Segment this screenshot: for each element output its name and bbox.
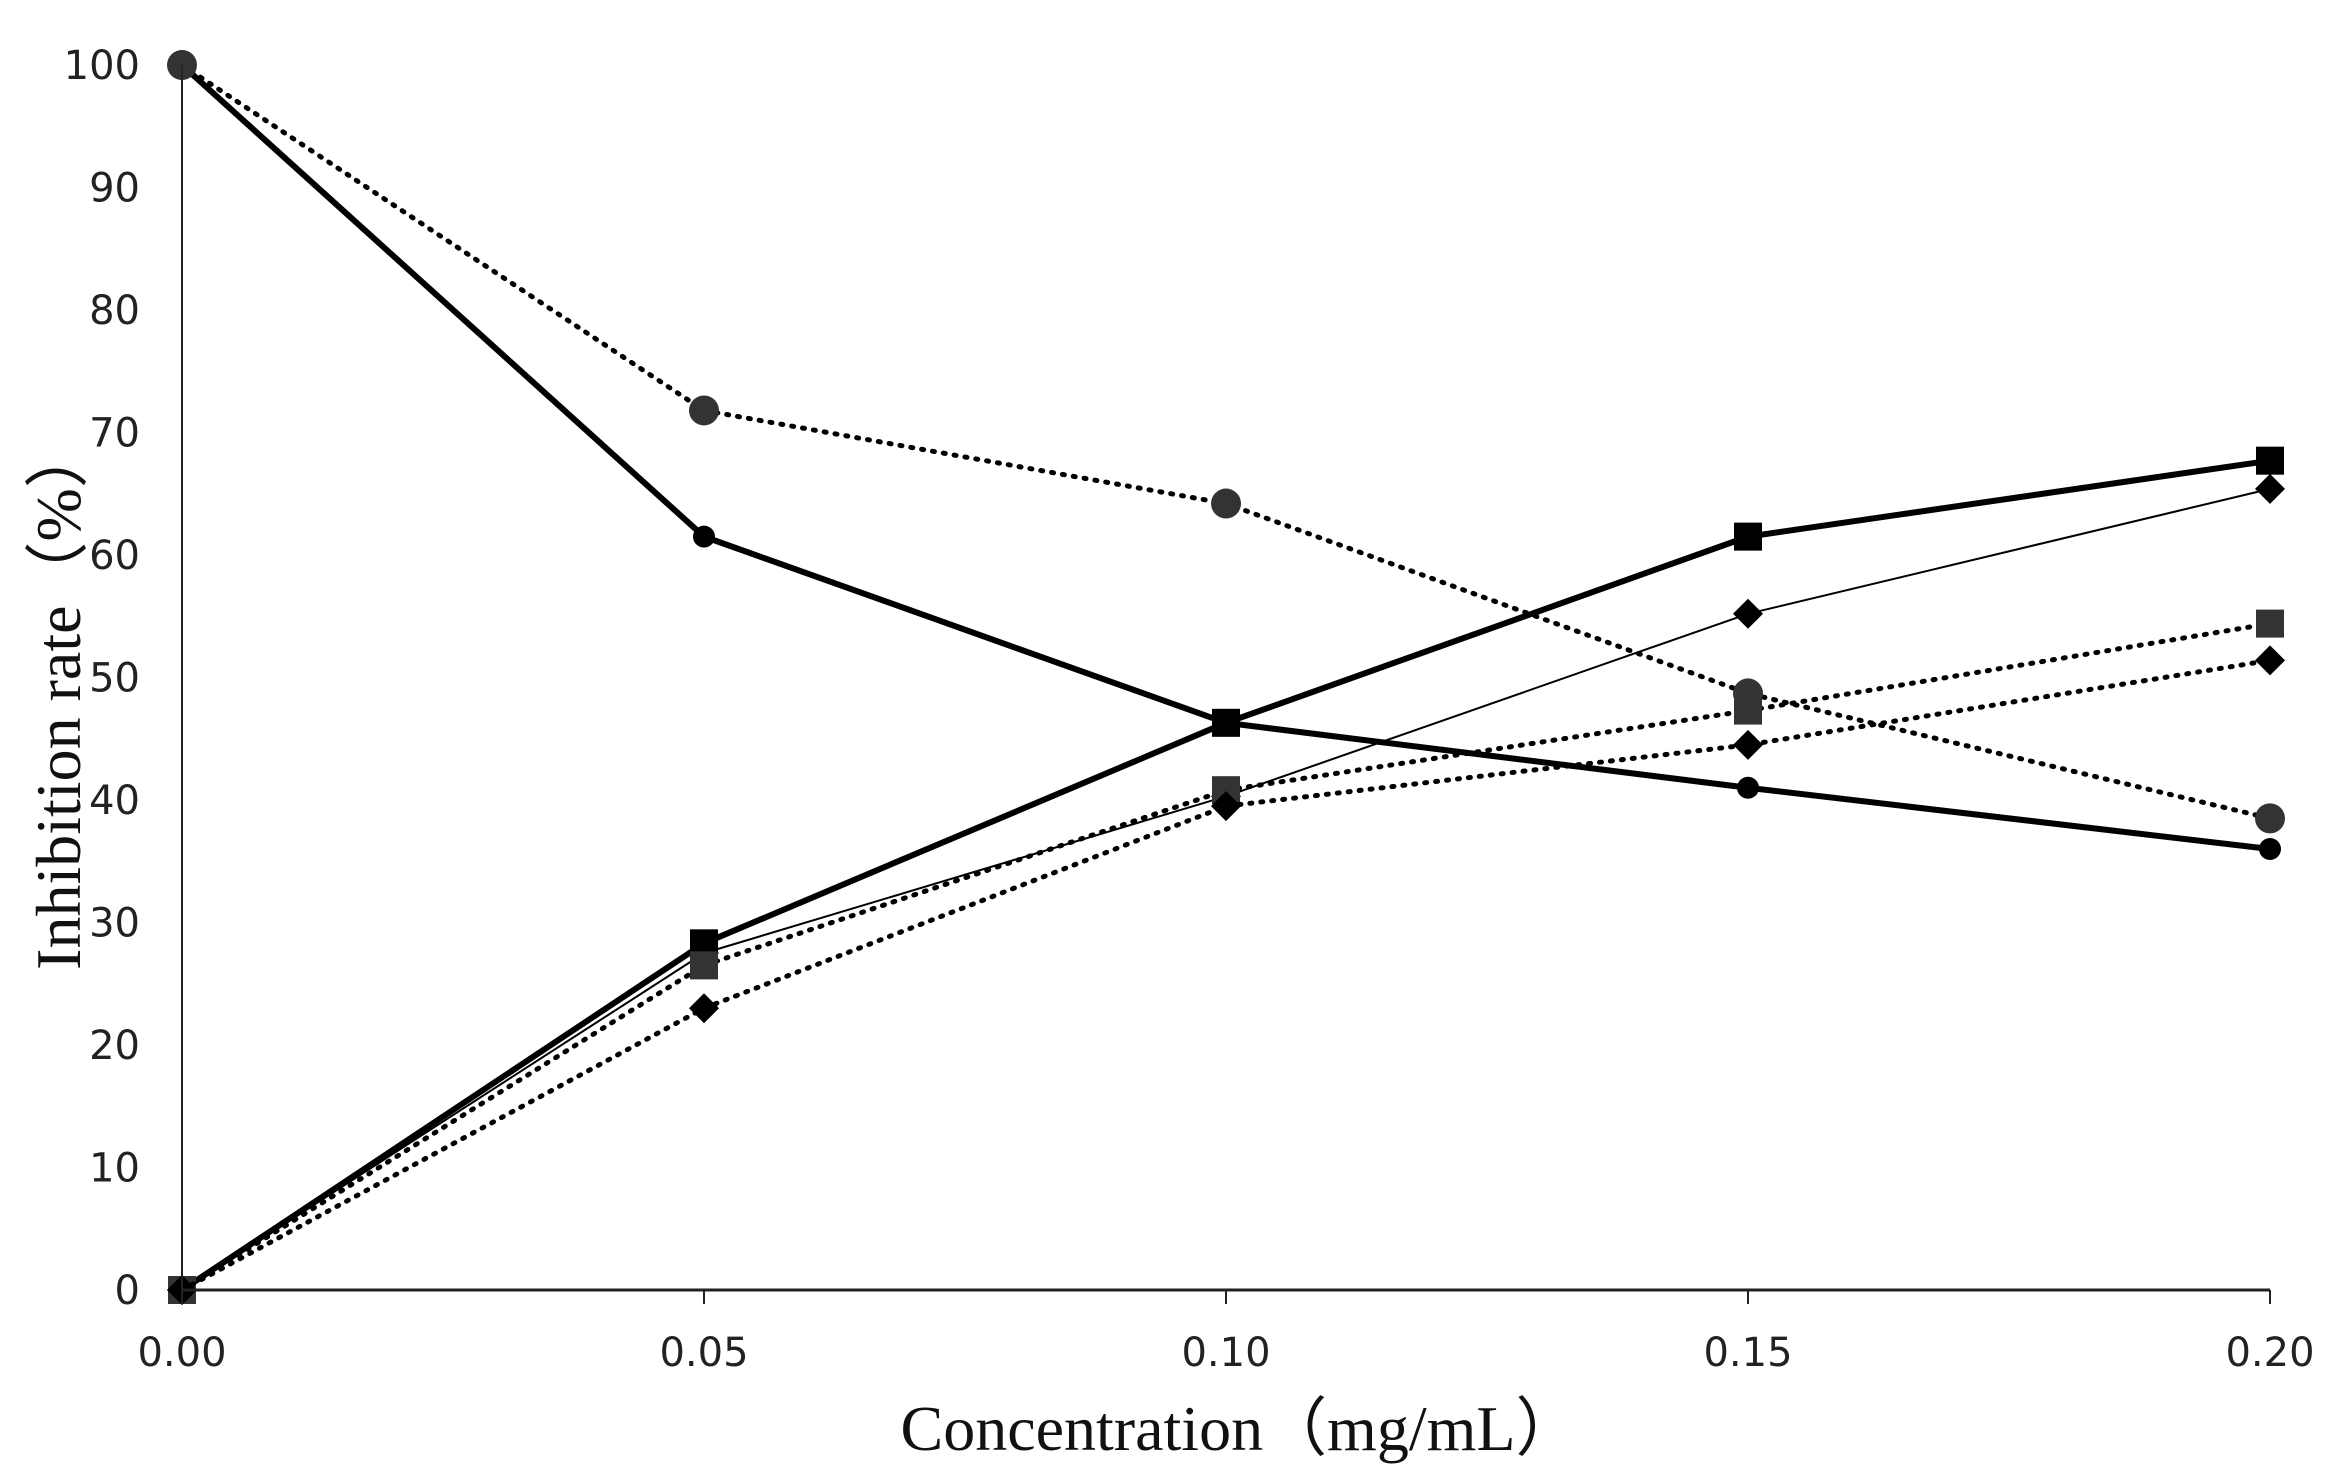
data-point [2259, 838, 2281, 860]
x-tick-labels: 0.00 0.05 0.10 0.15 0.20 [137, 1330, 2314, 1376]
y-tick-label: 70 [89, 411, 140, 457]
x-axis-title: Concentration（mg/mL） [901, 1393, 1580, 1464]
y-axis-title: Inhibition rate（%） [23, 424, 94, 970]
data-point [2256, 609, 2284, 638]
data-point [2255, 803, 2285, 834]
data-point [2255, 645, 2285, 676]
data-point [1734, 696, 1762, 725]
series-layer [167, 50, 2285, 1305]
y-tick-label: 100 [64, 43, 140, 89]
axes-layer [181, 65, 2271, 1304]
y-tick-label: 60 [89, 533, 140, 579]
x-tick-label: 0.10 [1181, 1330, 1270, 1376]
y-tick-label: 0 [115, 1268, 140, 1314]
data-point [1211, 791, 1241, 822]
y-tick-label: 20 [89, 1023, 140, 1069]
data-point [693, 525, 715, 548]
series-line-diamond-solid [181, 487, 2271, 1291]
data-point [2255, 473, 2285, 504]
data-point [1737, 776, 1759, 799]
data-point [690, 951, 718, 980]
y-tick-label: 10 [89, 1146, 140, 1192]
data-point [1733, 598, 1763, 629]
y-tick-labels: 0 10 20 30 40 50 60 70 80 90 100 [64, 43, 140, 1314]
y-tick-label: 30 [89, 901, 140, 947]
data-point [689, 993, 719, 1024]
series-line-diamond-dotted [179, 657, 2273, 1293]
series-line-circle-dotted [179, 62, 2273, 821]
x-tick-label: 0.20 [2225, 1330, 2314, 1376]
y-tick-label: 90 [89, 166, 140, 212]
y-tick-label: 40 [89, 778, 140, 824]
series-line-square-solid [180, 457, 2271, 1293]
y-tick-label: 80 [89, 288, 140, 334]
data-point [2256, 446, 2284, 475]
data-point [1733, 729, 1763, 760]
data-point [689, 395, 719, 426]
x-tick-label: 0.15 [1703, 1330, 1792, 1376]
data-point [1211, 488, 1241, 519]
x-tick-label: 0.00 [137, 1330, 226, 1376]
x-tick-label: 0.05 [659, 1330, 748, 1376]
data-point [1212, 708, 1240, 737]
y-tick-label: 50 [89, 656, 140, 702]
data-point [1734, 522, 1762, 551]
